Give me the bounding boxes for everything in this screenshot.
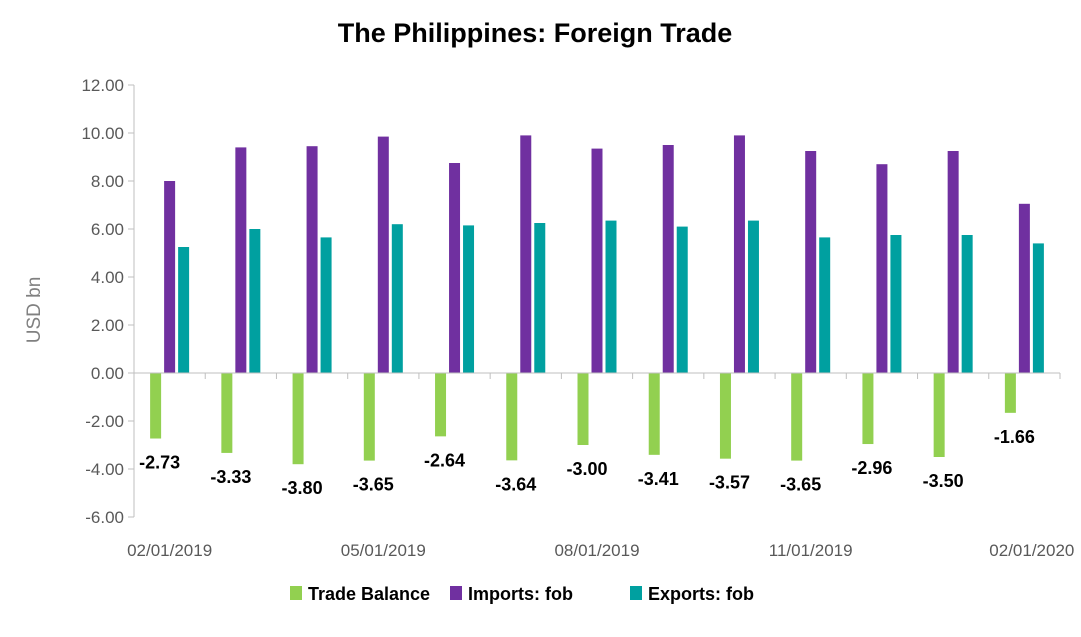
bar-trade-balance <box>363 373 375 461</box>
data-label-trade-balance: -3.00 <box>566 459 607 479</box>
bar-exports-fob <box>819 237 831 373</box>
bar-exports-fob <box>249 229 261 373</box>
bar-trade-balance <box>577 373 589 445</box>
bar-exports-fob <box>1032 243 1044 373</box>
y-tick-label: 4.00 <box>91 268 124 287</box>
legend-swatch <box>290 586 302 600</box>
bar-trade-balance <box>292 373 304 465</box>
data-label-trade-balance: -3.65 <box>353 475 394 495</box>
bar-imports-fob <box>164 181 176 373</box>
data-label-trade-balance: -3.65 <box>780 475 821 495</box>
bar-imports-fob <box>377 136 389 373</box>
bar-imports-fob <box>947 151 959 373</box>
data-label-trade-balance: -3.33 <box>210 467 251 487</box>
legend-swatch <box>630 586 642 600</box>
bar-exports-fob <box>534 223 546 373</box>
data-label-trade-balance: -2.96 <box>851 458 892 478</box>
data-label-trade-balance: -3.57 <box>709 473 750 493</box>
x-axis-ticks: 02/01/2019 05/01/2019 08/01/2019 11/01/2019… <box>127 373 1074 560</box>
y-tick-label: 8.00 <box>91 172 124 191</box>
bar-exports-fob <box>890 235 902 373</box>
bar-imports-fob <box>1018 203 1030 373</box>
x-tick-label: 02/01/2019 <box>127 541 212 560</box>
chart-title: The Philippines: Foreign Trade <box>338 18 733 48</box>
legend-label: Imports: fob <box>468 584 573 604</box>
y-tick-label: 2.00 <box>91 316 124 335</box>
x-tick-label: 02/01/2020 <box>989 541 1074 560</box>
bar-imports-fob <box>235 147 247 373</box>
bar-trade-balance <box>506 373 518 461</box>
y-tick-label: -6.00 <box>85 508 124 527</box>
legend-label: Trade Balance <box>308 584 430 604</box>
bar-imports-fob <box>591 148 603 373</box>
x-tick-label: 11/01/2019 <box>769 541 853 560</box>
data-label-trade-balance: -3.41 <box>638 469 679 489</box>
bar-exports-fob <box>463 225 475 373</box>
data-label-trade-balance: -1.66 <box>994 427 1035 447</box>
bar-trade-balance <box>1004 373 1016 413</box>
bar-exports-fob <box>320 237 332 373</box>
y-tick-label: 0.00 <box>91 364 124 383</box>
data-labels-group: -2.73 -3.33 -3.80 -3.65 -2.64 -3.64 -3.00 -3.41… <box>139 427 1035 498</box>
y-axis-label: USD bn <box>24 277 45 344</box>
y-axis-ticks: 12.00 10.00 8.00 6.00 4.00 2.00 0.00 -2.00 -4.00… <box>81 76 134 527</box>
bar-trade-balance <box>648 373 660 455</box>
bar-trade-balance <box>719 373 731 459</box>
bar-imports-fob <box>520 135 532 373</box>
y-tick-label: -4.00 <box>85 460 124 479</box>
y-tick-label: 10.00 <box>81 124 124 143</box>
bar-exports-fob <box>961 235 973 373</box>
bar-exports-fob <box>676 226 688 373</box>
legend-label: Exports: fob <box>648 584 754 604</box>
data-label-trade-balance: -2.64 <box>424 450 465 470</box>
x-tick-label: 08/01/2019 <box>554 541 639 560</box>
y-tick-label: -2.00 <box>85 412 124 431</box>
bar-imports-fob <box>449 163 461 373</box>
bar-trade-balance <box>435 373 447 437</box>
bar-trade-balance <box>221 373 233 453</box>
data-label-trade-balance: -2.73 <box>139 453 180 473</box>
data-label-trade-balance: -3.64 <box>495 474 536 494</box>
data-label-trade-balance: -3.50 <box>923 471 964 491</box>
bar-trade-balance <box>150 373 162 439</box>
bar-exports-fob <box>605 220 617 373</box>
bar-exports-fob <box>747 220 759 373</box>
legend-swatch <box>450 586 462 600</box>
bar-imports-fob <box>306 146 318 373</box>
bar-exports-fob <box>391 224 403 373</box>
y-tick-label: 6.00 <box>91 220 124 239</box>
bar-trade-balance <box>933 373 945 457</box>
data-label-trade-balance: -3.80 <box>282 478 323 498</box>
bar-imports-fob <box>876 164 888 373</box>
y-tick-label: 12.00 <box>81 76 124 95</box>
bar-imports-fob <box>805 151 817 373</box>
bars-group <box>150 135 1044 465</box>
bar-exports-fob <box>178 247 190 373</box>
bar-trade-balance <box>862 373 874 445</box>
bar-imports-fob <box>662 145 674 373</box>
x-tick-label: 05/01/2019 <box>341 541 426 560</box>
bar-trade-balance <box>791 373 803 461</box>
bar-imports-fob <box>733 135 745 373</box>
legend: Trade Balance Imports: fob Exports: fob <box>290 584 754 604</box>
